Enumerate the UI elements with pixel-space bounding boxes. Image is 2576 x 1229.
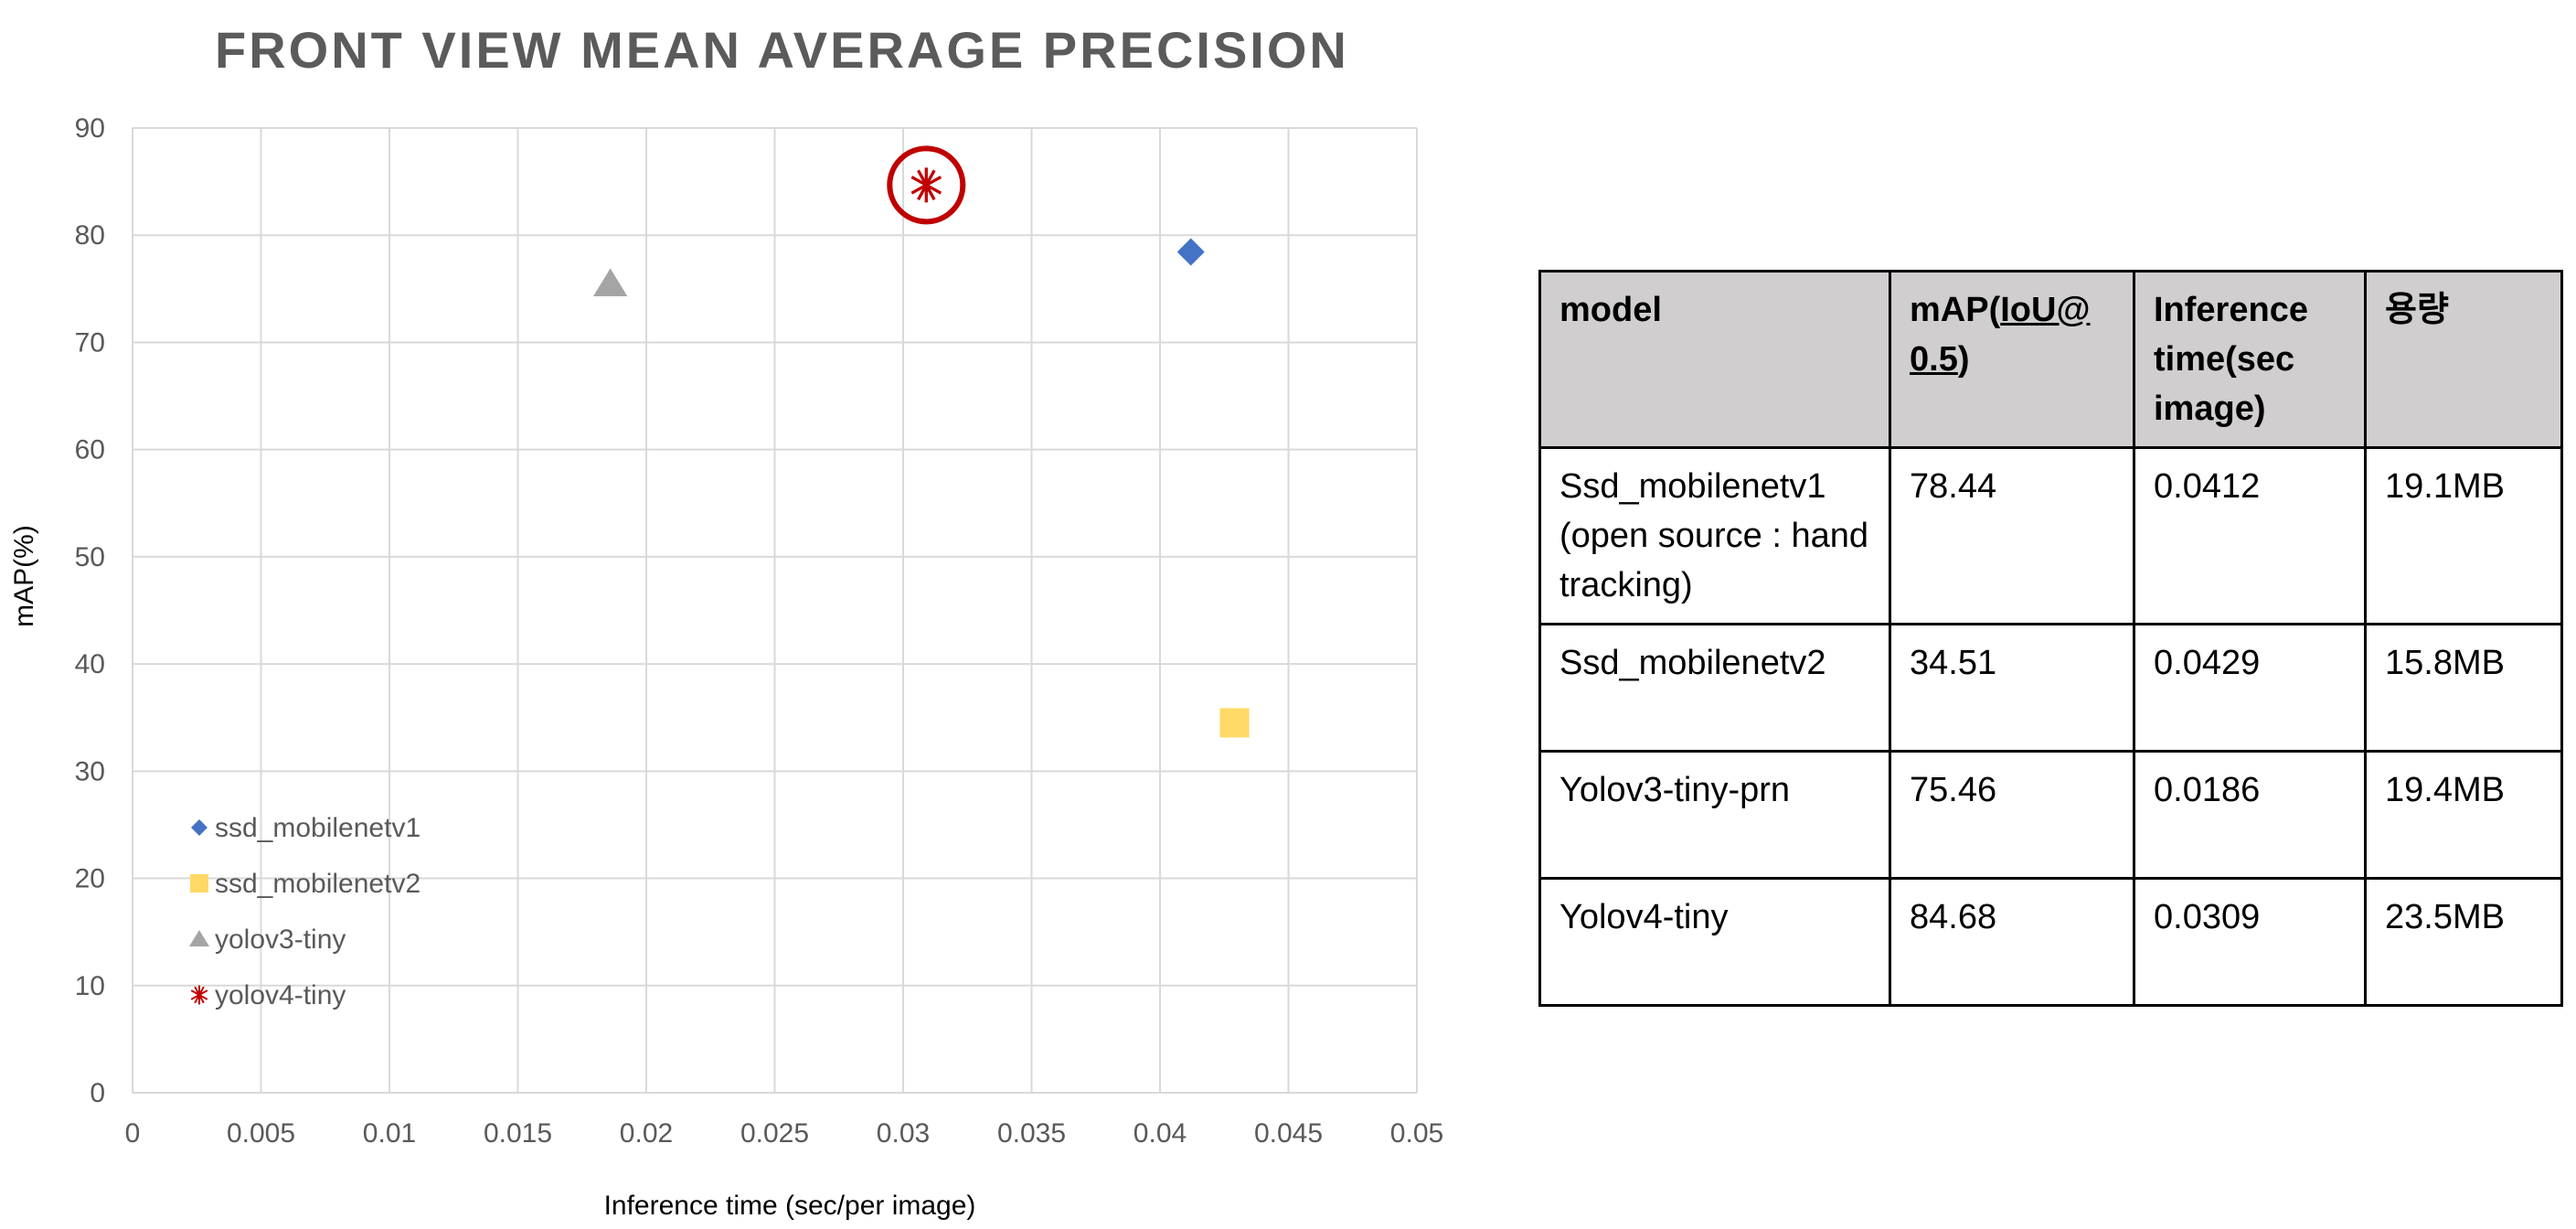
legend-marker-ssd_mobilenetv2 [190,874,208,892]
table-row: Ssd_mobilenetv1 (open source : hand trac… [1538,446,2563,625]
cell-time: 0.0412 [2133,446,2367,625]
results-table: model mAP(IoU@ 0.5) Inference time(sec im… [1538,270,2563,1007]
table-row: Yolov4-tiny 84.68 0.0309 23.5MB [1538,877,2563,1007]
legend-label: yolov3-tiny [215,924,346,955]
table-row: Ssd_mobilenetv2 34.51 0.0429 15.8MB [1538,623,2563,753]
cell-size: 23.5MB [2364,877,2563,1007]
x-tick-label: 0.025 [740,1118,809,1149]
y-axis-title: mAP(%) [9,525,39,627]
data-point-ssd_mobilenetv2 [1219,708,1250,738]
data-point-yolov3-tiny [592,268,628,297]
x-axis-title: Inference time (sec/per image) [604,1191,976,1221]
x-tick-label: 0.05 [1390,1118,1443,1149]
x-tick-label: 0.045 [1254,1118,1323,1149]
header-map-prefix: mAP( [1910,291,2001,329]
x-tick-label: 0.03 [877,1118,930,1149]
cell-size: 19.1MB [2364,446,2563,625]
table-row: Yolov3-tiny-prn 75.46 0.0186 19.4MB [1538,750,2563,880]
cell-size: 15.8MB [2364,623,2563,753]
header-size: 용량 [2364,270,2563,449]
legend-label: ssd_mobilenetv1 [215,813,420,843]
x-tick-label: 0.04 [1134,1118,1187,1149]
y-tick-label: 0 [90,1078,105,1108]
scatter-chart: 0 0.005 0.01 0.015 0.02 0.025 0.03 0.035 0.04 0.0… [9,21,1443,1221]
table-header-row: model mAP(IoU@ 0.5) Inference time(sec im… [1538,270,2563,449]
y-tick-label: 40 [75,649,105,679]
y-tick-label: 90 [75,113,105,144]
y-tick-label: 10 [75,971,105,1001]
cell-map: 34.51 [1889,623,2135,753]
highlight-circle [887,145,966,225]
header-map-value: 0.5 [1910,340,1958,379]
cell-map: 75.46 [1889,750,2135,880]
x-tick-label: 0 [125,1118,141,1149]
header-map-iou: IoU@ [2000,291,2091,329]
x-tick-label: 0.035 [997,1118,1066,1149]
y-tick-label: 30 [75,756,105,786]
legend-marker-yolov3-tiny [189,930,209,946]
y-tick-label: 70 [75,327,105,358]
legend-label: yolov4-tiny [215,980,346,1010]
x-tick-label: 0.01 [363,1118,416,1149]
y-tick-label: 50 [75,542,105,572]
chart-svg: 0 0.005 0.01 0.015 0.02 0.025 0.03 0.035 0.04 0.0… [9,113,1443,1221]
cell-map: 84.68 [1889,877,2135,1007]
x-tick-label: 0.015 [484,1118,552,1149]
header-model: model [1538,270,1891,449]
header-inference-time: Inference time(sec image) [2133,270,2367,449]
chart-title: FRONT VIEW MEAN AVERAGE PRECISION [215,21,1349,79]
cell-time: 0.0429 [2133,623,2367,753]
cell-size: 19.4MB [2364,750,2563,880]
cell-map: 78.44 [1889,446,2135,625]
cell-time: 0.0309 [2133,877,2367,1007]
y-tick-label: 60 [75,435,105,465]
cell-model: Yolov3-tiny-prn [1538,750,1891,880]
y-tick-label: 20 [75,864,105,894]
x-tick-label: 0.02 [620,1118,673,1149]
data-point-yolov4-tiny [910,167,942,203]
cell-model: Yolov4-tiny [1538,877,1891,1007]
y-tick-label: 80 [75,220,105,251]
legend-marker-yolov4-tiny [190,985,208,1005]
legend-marker-ssd_mobilenetv1 [191,819,208,836]
x-tick-label: 0.005 [227,1118,295,1149]
header-map-suffix: ) [1957,340,1970,379]
cell-model: Ssd_mobilenetv1 (open source : hand trac… [1538,446,1891,625]
cell-time: 0.0186 [2133,750,2367,880]
data-point-ssd_mobilenetv1 [1176,238,1205,266]
legend-label: ssd_mobilenetv2 [215,869,420,899]
header-map: mAP(IoU@ 0.5) [1889,270,2135,449]
cell-model: Ssd_mobilenetv2 [1538,623,1891,753]
